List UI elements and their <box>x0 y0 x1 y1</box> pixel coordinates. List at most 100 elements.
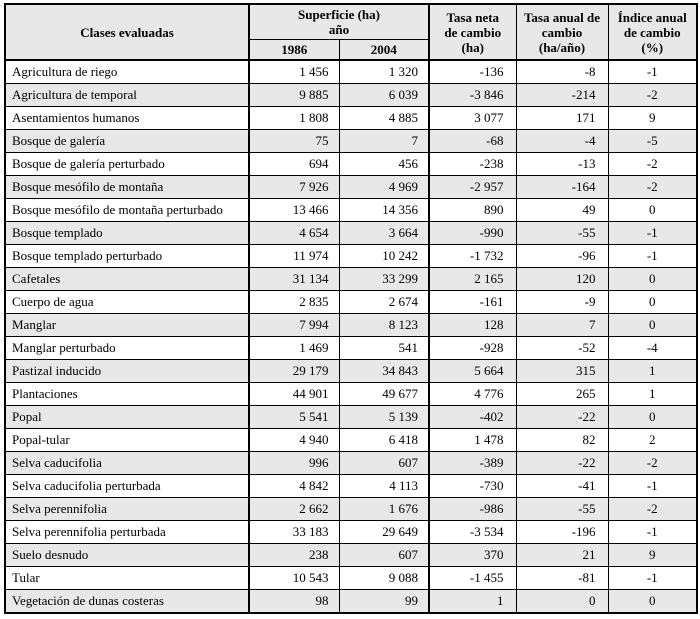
cell-clase: Selva caducifolia <box>4 451 250 475</box>
cell-1986: 75 <box>248 129 340 153</box>
cell-2004: 4 969 <box>338 175 430 199</box>
cell-clase: Popal <box>4 405 250 429</box>
header-superficie-subtitle: año <box>328 22 350 37</box>
cell-tasa-neta: 128 <box>428 313 517 337</box>
cell-indice: 0 <box>607 198 698 222</box>
cell-indice: -1 <box>607 244 698 268</box>
cell-indice: 9 <box>607 106 698 130</box>
cell-tasa-anual: -8 <box>515 59 609 84</box>
cell-indice: -1 <box>607 566 698 590</box>
cell-2004: 4 113 <box>338 474 430 498</box>
table-row: Bosque mesófilo de montaña perturbado 13 … <box>4 198 698 222</box>
cell-clase: Bosque mesófilo de montaña <box>4 175 250 199</box>
cell-tasa-anual: -214 <box>515 83 609 107</box>
table-row: Bosque de galería perturbado 694 456 -238 -1… <box>4 152 698 176</box>
header-indice-anual-line3: (%) <box>641 39 664 55</box>
cell-2004: 99 <box>338 589 430 614</box>
cell-2004: 10 242 <box>338 244 430 268</box>
cell-1986: 44 901 <box>248 382 340 406</box>
cell-tasa-neta: -986 <box>428 497 517 521</box>
cell-clase: Suelo desnudo <box>4 543 250 567</box>
cell-tasa-neta: 5 664 <box>428 359 517 383</box>
cell-1986: 7 994 <box>248 313 340 337</box>
cell-indice: 9 <box>607 543 698 567</box>
cell-indice: -4 <box>607 336 698 360</box>
cell-indice: 1 <box>607 359 698 383</box>
cell-1986: 29 179 <box>248 359 340 383</box>
cell-1986: 10 543 <box>248 566 340 590</box>
cell-tasa-anual: 7 <box>515 313 609 337</box>
table-row: Popal-tular 4 940 6 418 1 478 82 2 <box>4 428 698 452</box>
table-row: Tular 10 543 9 088 -1 455 -81 -1 <box>4 566 698 590</box>
cell-indice: -2 <box>607 175 698 199</box>
cell-tasa-neta: -402 <box>428 405 517 429</box>
cell-tasa-neta: 1 478 <box>428 428 517 452</box>
cell-1986: 5 541 <box>248 405 340 429</box>
cell-2004: 2 674 <box>338 290 430 314</box>
cell-tasa-anual: -22 <box>515 451 609 475</box>
cell-tasa-anual: -52 <box>515 336 609 360</box>
cell-2004: 6 039 <box>338 83 430 107</box>
cell-clase: Bosque de galería <box>4 129 250 153</box>
header-clases-evaluadas: Clases evaluadas <box>4 3 250 61</box>
header-tasa-anual-line3: (ha/año) <box>538 39 586 55</box>
cell-clase: Cuerpo de agua <box>4 290 250 314</box>
table-row: Selva perennifolia perturbada 33 183 29 64… <box>4 520 698 544</box>
header-tasa-anual: Tasa anual de cambio (ha/año) <box>515 3 609 61</box>
table-row: Selva caducifolia perturbada 4 842 4 113 -7… <box>4 474 698 498</box>
header-tasa-neta-line2: de cambio <box>444 24 502 40</box>
table-row: Suelo desnudo 238 607 370 21 9 <box>4 543 698 567</box>
header-tasa-anual-line2: cambio <box>541 24 583 40</box>
cell-clase: Plantaciones <box>4 382 250 406</box>
cell-tasa-neta: 4 776 <box>428 382 517 406</box>
cell-indice: -1 <box>607 59 698 84</box>
cell-clase: Bosque templado perturbado <box>4 244 250 268</box>
cell-indice: -1 <box>607 520 698 544</box>
table-row: Asentamientos humanos 1 808 4 885 3 077 171 9 <box>4 106 698 130</box>
cell-2004: 8 123 <box>338 313 430 337</box>
header-tasa-neta-line3: (ha) <box>461 39 484 55</box>
cell-2004: 4 885 <box>338 106 430 130</box>
cell-indice: 0 <box>607 290 698 314</box>
cell-2004: 33 299 <box>338 267 430 291</box>
cell-1986: 98 <box>248 589 340 614</box>
cell-tasa-neta: -136 <box>428 59 517 84</box>
table-row: Cafetales 31 134 33 299 2 165 120 0 <box>4 267 698 291</box>
cell-1986: 1 469 <box>248 336 340 360</box>
cell-tasa-anual: -55 <box>515 497 609 521</box>
cell-tasa-neta: -2 957 <box>428 175 517 199</box>
cell-indice: 0 <box>607 589 698 614</box>
cell-tasa-anual: -96 <box>515 244 609 268</box>
cell-tasa-anual: 265 <box>515 382 609 406</box>
cell-tasa-neta: -928 <box>428 336 517 360</box>
cell-tasa-anual: -41 <box>515 474 609 498</box>
cell-clase: Bosque templado <box>4 221 250 245</box>
cell-1986: 996 <box>248 451 340 475</box>
cell-indice: -2 <box>607 83 698 107</box>
cell-clase: Selva perennifolia <box>4 497 250 521</box>
table-row: Popal 5 541 5 139 -402 -22 0 <box>4 405 698 429</box>
cell-clase: Manglar <box>4 313 250 337</box>
cell-indice: 0 <box>607 405 698 429</box>
cell-2004: 541 <box>338 336 430 360</box>
cell-tasa-neta: -68 <box>428 129 517 153</box>
cell-2004: 607 <box>338 543 430 567</box>
table-row: Bosque de galería 75 7 -68 -4 -5 <box>4 129 698 153</box>
cell-clase: Tular <box>4 566 250 590</box>
cell-clase: Selva perennifolia perturbada <box>4 520 250 544</box>
cell-tasa-anual: 315 <box>515 359 609 383</box>
cell-1986: 4 654 <box>248 221 340 245</box>
cell-tasa-neta: 1 <box>428 589 517 614</box>
header-year-2004: 2004 <box>338 39 430 61</box>
cell-tasa-neta: -3 846 <box>428 83 517 107</box>
cell-indice: -1 <box>607 221 698 245</box>
cell-clase: Asentamientos humanos <box>4 106 250 130</box>
cell-tasa-neta: -161 <box>428 290 517 314</box>
cell-tasa-neta: -990 <box>428 221 517 245</box>
cell-1986: 238 <box>248 543 340 567</box>
header-tasa-neta: Tasa neta de cambio (ha) <box>428 3 517 61</box>
cell-2004: 5 139 <box>338 405 430 429</box>
cell-1986: 11 974 <box>248 244 340 268</box>
table-header: Clases evaluadas Superficie (ha) año Tas… <box>4 3 698 61</box>
cell-tasa-anual: 120 <box>515 267 609 291</box>
